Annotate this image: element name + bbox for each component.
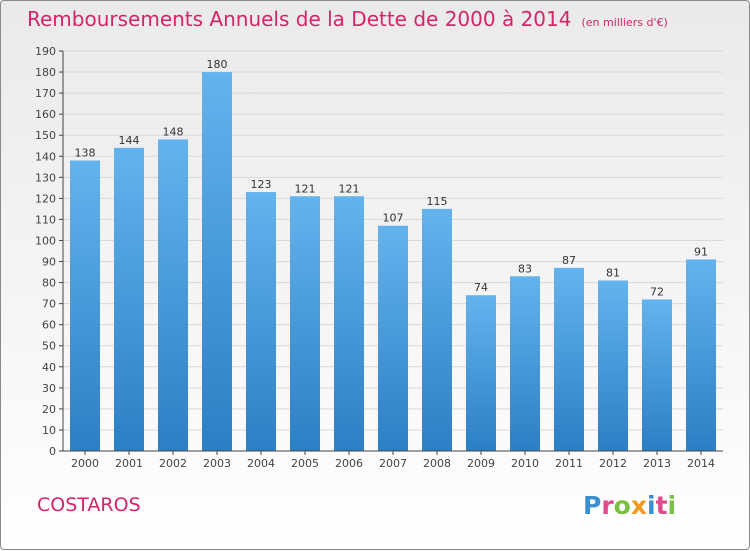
y-tick-label: 140 (35, 150, 56, 163)
y-tick-label: 40 (42, 361, 56, 374)
x-tick-label-2011: 2011 (555, 457, 583, 470)
bar-2010 (510, 276, 540, 451)
y-tick-label: 170 (35, 87, 56, 100)
bar-2013 (642, 299, 672, 451)
y-tick-label: 150 (35, 129, 56, 142)
bar-2008 (422, 208, 452, 451)
bar-2011 (554, 267, 584, 451)
value-label-2011: 87 (562, 254, 576, 267)
x-axis: 2000 2001 2002 2003 2004 2005 2006 2007 2008 2009… (63, 450, 723, 470)
bar-2000 (70, 160, 100, 451)
y-tick-label: 100 (35, 234, 56, 247)
y-tick-label: 0 (49, 445, 56, 458)
y-tick-label: 80 (42, 277, 56, 290)
x-tick-label-2002: 2002 (159, 457, 187, 470)
x-tick-label-2014: 2014 (687, 457, 715, 470)
x-tick-label-2007: 2007 (379, 457, 407, 470)
y-tick-label: 50 (42, 340, 56, 353)
value-label-2007: 107 (383, 212, 404, 225)
y-tick-label: 110 (35, 213, 56, 226)
value-label-2013: 72 (650, 285, 664, 298)
x-tick-label-2012: 2012 (599, 457, 627, 470)
chart-title: Remboursements Annuels de la Dette de 20… (27, 7, 668, 31)
value-label-2000: 138 (75, 146, 96, 159)
x-tick-label-2013: 2013 (643, 457, 671, 470)
bar-2001 (114, 147, 144, 451)
logo-letter: i (647, 491, 656, 520)
bar-2006 (334, 196, 364, 451)
chart-title-text: Remboursements Annuels de la Dette de 20… (27, 7, 572, 31)
bar-2003 (202, 72, 232, 451)
value-label-2001: 144 (119, 134, 140, 147)
x-tick-label-2009: 2009 (467, 457, 495, 470)
logo-letter: o (613, 491, 631, 520)
logo-letter: r (601, 491, 614, 520)
logo-letter: t (655, 491, 668, 520)
bar-2004 (246, 192, 276, 452)
bar-2005 (290, 196, 320, 451)
logo-letter: i (667, 491, 677, 520)
value-label-2006: 121 (339, 182, 360, 195)
x-tick-label-2000: 2000 (71, 457, 99, 470)
value-label-2012: 81 (606, 266, 620, 279)
bar-2009 (466, 295, 496, 451)
y-tick-label: 130 (35, 171, 56, 184)
bar-2002 (158, 139, 188, 451)
bar-2007 (378, 225, 408, 451)
x-tick-label-2004: 2004 (247, 457, 275, 470)
value-label-2003: 180 (207, 58, 228, 71)
value-label-2014: 91 (694, 245, 708, 258)
value-label-2004: 123 (251, 178, 272, 191)
logo-letter: x (630, 491, 647, 520)
chart-subtitle: (en milliers d'€) (581, 16, 668, 29)
y-tick-label: 190 (35, 45, 56, 58)
y-tick-label: 120 (35, 192, 56, 205)
x-tick-label-2001: 2001 (115, 457, 143, 470)
value-label-2002: 148 (163, 125, 184, 138)
x-tick-label-2008: 2008 (423, 457, 451, 470)
value-label-2010: 83 (518, 262, 532, 275)
proxiti-logo: Proxiti (583, 491, 676, 520)
x-tick-label-2003: 2003 (203, 457, 231, 470)
x-tick-label-2010: 2010 (511, 457, 539, 470)
bars: 138 144 148 180 123 121 121 107 115 74 83 87 81 72 91 (70, 58, 716, 452)
bar-2012 (598, 280, 628, 451)
y-tick-label: 70 (42, 298, 56, 311)
x-tick-label-2005: 2005 (291, 457, 319, 470)
value-label-2008: 115 (427, 195, 448, 208)
y-tick-label: 10 (42, 424, 56, 437)
value-label-2009: 74 (474, 281, 488, 294)
y-tick-label: 90 (42, 256, 56, 269)
logo-letter: P (583, 491, 602, 520)
value-label-2005: 121 (295, 182, 316, 195)
y-tick-label: 180 (35, 66, 56, 79)
bar-2014 (686, 259, 716, 451)
y-tick-label: 160 (35, 108, 56, 121)
y-tick-label: 30 (42, 382, 56, 395)
y-tick-label: 20 (42, 403, 56, 416)
y-axis: 0 10 20 30 40 50 60 70 80 90 100 110 120 130 140 150 160… (35, 45, 64, 458)
x-tick-label-2006: 2006 (335, 457, 363, 470)
y-tick-label: 60 (42, 319, 56, 332)
commune-name: COSTAROS (37, 494, 141, 516)
